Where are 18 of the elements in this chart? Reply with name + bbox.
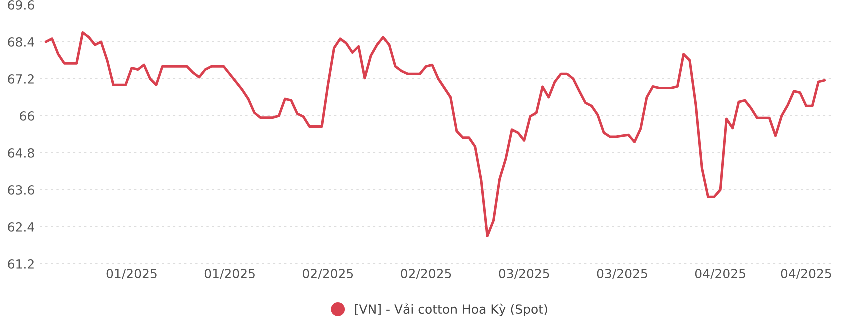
line-series xyxy=(44,32,826,238)
legend-label: [VN] - Vải cotton Hoa Kỳ (Spot) xyxy=(355,304,548,316)
x-tick-label: 02/2025 xyxy=(401,269,452,280)
x-tick-label: 02/2025 xyxy=(303,269,354,280)
x-tick-label: 01/2025 xyxy=(106,269,157,280)
x-tick-label: 03/2025 xyxy=(499,269,550,280)
y-tick-label: 61.2 xyxy=(8,259,34,269)
x-tick-label: 01/2025 xyxy=(204,269,255,280)
y-tick-label: 63.6 xyxy=(8,185,34,195)
y-tick-label: 68.4 xyxy=(8,37,34,47)
x-tick-label: 04/2025 xyxy=(695,269,746,280)
x-tick-label: 03/2025 xyxy=(597,269,648,280)
y-tick-label: 67.2 xyxy=(8,74,34,84)
y-tick-label: 62.4 xyxy=(8,222,34,232)
x-tick-label: 04/2025 xyxy=(781,269,832,280)
y-tick-label: 64.8 xyxy=(8,148,34,158)
y-tick-label: 66 xyxy=(20,111,34,121)
y-tick-label: 69.6 xyxy=(8,0,34,10)
